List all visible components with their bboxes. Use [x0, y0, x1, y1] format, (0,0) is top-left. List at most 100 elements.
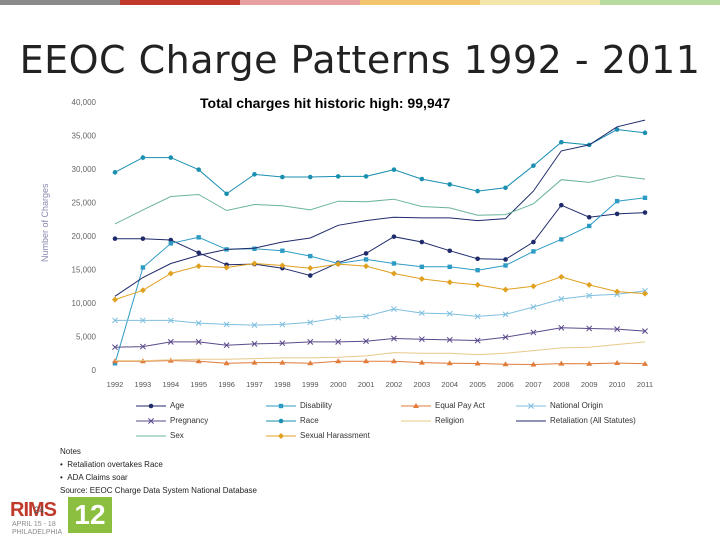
- legend-swatch: [266, 403, 296, 408]
- data-point-stroke: [363, 313, 370, 320]
- x-tick-label: 1999: [302, 380, 319, 389]
- data-point: [530, 304, 537, 310]
- data-point: [474, 337, 481, 344]
- data-point: [335, 261, 342, 268]
- data-point: [196, 235, 201, 240]
- x-tick-label: 2003: [413, 380, 430, 389]
- x-tick-label: 2001: [358, 380, 375, 389]
- data-point-stroke: [251, 322, 258, 329]
- data-point: [363, 251, 369, 256]
- legend-label: Pregnancy: [170, 416, 209, 425]
- data-point-stroke: [530, 304, 537, 310]
- data-point: [586, 214, 592, 220]
- data-point: [112, 170, 118, 175]
- x-tick-label: 1996: [218, 380, 235, 389]
- data-point: [530, 283, 537, 290]
- data-point: [558, 360, 565, 366]
- data-point: [168, 155, 174, 160]
- y-tick-label: 40,000: [72, 98, 97, 107]
- data-point-stroke: [558, 296, 565, 302]
- data-point: [112, 344, 118, 351]
- y-tick-label: 0: [92, 366, 97, 375]
- legend-label: Retaliation (All Statutes): [550, 416, 636, 425]
- data-point: [112, 361, 118, 366]
- data-point: [502, 311, 509, 318]
- x-tick-label: 1997: [246, 380, 263, 389]
- data-point: [363, 257, 369, 262]
- top-bar-segment: [360, 0, 480, 5]
- data-point: [251, 359, 258, 365]
- data-point-stroke: [446, 310, 453, 317]
- data-point-stroke: [642, 328, 648, 335]
- top-bar-segment: [0, 0, 120, 5]
- data-point: [391, 167, 397, 172]
- data-point: [586, 281, 593, 288]
- data-point: [419, 264, 425, 270]
- data-point: [251, 340, 258, 347]
- data-point-stroke: [112, 344, 118, 351]
- data-point-stroke: [363, 338, 370, 345]
- data-point: [279, 359, 286, 365]
- note-item: • Retaliation overtakes Race: [60, 460, 163, 469]
- notes-block: Notes • Retaliation overtakes Race • ADA…: [60, 445, 257, 497]
- legend-swatch: [401, 402, 431, 408]
- y-tick-label: 15,000: [72, 266, 97, 275]
- data-point: [642, 360, 648, 366]
- data-point-stroke: [223, 321, 230, 328]
- x-tick-label: 1993: [135, 380, 152, 389]
- data-point: [586, 325, 593, 332]
- data-point: [502, 286, 509, 293]
- data-point-stroke: [614, 326, 621, 333]
- data-point-stroke: [390, 335, 397, 342]
- data-point: [503, 263, 508, 268]
- top-bar-segment: [240, 0, 360, 5]
- data-point-stroke: [558, 324, 565, 331]
- data-point: [530, 361, 537, 367]
- top-bar-segment: [120, 0, 240, 5]
- data-point: [223, 342, 230, 349]
- data-point-stroke: [307, 338, 314, 345]
- data-point-stroke: [418, 336, 425, 343]
- x-tick-label: 1998: [274, 380, 291, 389]
- data-point: [558, 324, 565, 331]
- data-point: [446, 360, 453, 366]
- data-point: [363, 263, 370, 270]
- data-point-stroke: [279, 340, 286, 347]
- y-tick-label: 5,000: [76, 333, 97, 342]
- x-tick-label: 2009: [581, 380, 598, 389]
- data-point-stroke: [167, 338, 174, 345]
- legend-item: Sexual Harassment: [266, 431, 370, 440]
- data-point: [447, 248, 453, 254]
- data-point-stroke: [223, 342, 230, 349]
- data-point: [390, 358, 397, 364]
- series-age: [112, 202, 648, 278]
- data-point: [390, 270, 397, 277]
- line-chart: 0 5,000 10,000 15,000 20,000 25,000 30,000 35,0…: [72, 98, 654, 389]
- series-line: [115, 204, 646, 277]
- legend-item: Retaliation (All Statutes): [516, 416, 636, 425]
- x-tick-label: 1994: [162, 380, 179, 389]
- legend-swatch: [136, 417, 166, 424]
- data-point: [586, 360, 593, 366]
- x-tick-label: 1992: [107, 380, 124, 389]
- data-point: [614, 326, 621, 333]
- legend-swatch: [266, 418, 296, 423]
- legend-swatch: [516, 402, 546, 409]
- x-tick-label: 2005: [469, 380, 486, 389]
- legend-label: National Origin: [550, 401, 603, 410]
- data-point: [112, 296, 118, 303]
- notes-heading: Notes: [60, 447, 81, 456]
- data-point: [502, 334, 509, 341]
- data-point: [307, 360, 314, 366]
- logo-subtext: APRIL 15 - 18 PHILADELPHIA: [12, 521, 62, 537]
- legend-swatch: [136, 403, 166, 408]
- series-line: [114, 262, 646, 301]
- series-line: [115, 290, 646, 326]
- y-tick-label: 35,000: [72, 132, 97, 141]
- data-point-stroke: [195, 320, 202, 327]
- y-tick-label: 25,000: [72, 199, 97, 208]
- data-point: [390, 335, 397, 342]
- data-point-stroke: [418, 310, 425, 317]
- data-point: [418, 275, 425, 282]
- data-point: [139, 343, 146, 350]
